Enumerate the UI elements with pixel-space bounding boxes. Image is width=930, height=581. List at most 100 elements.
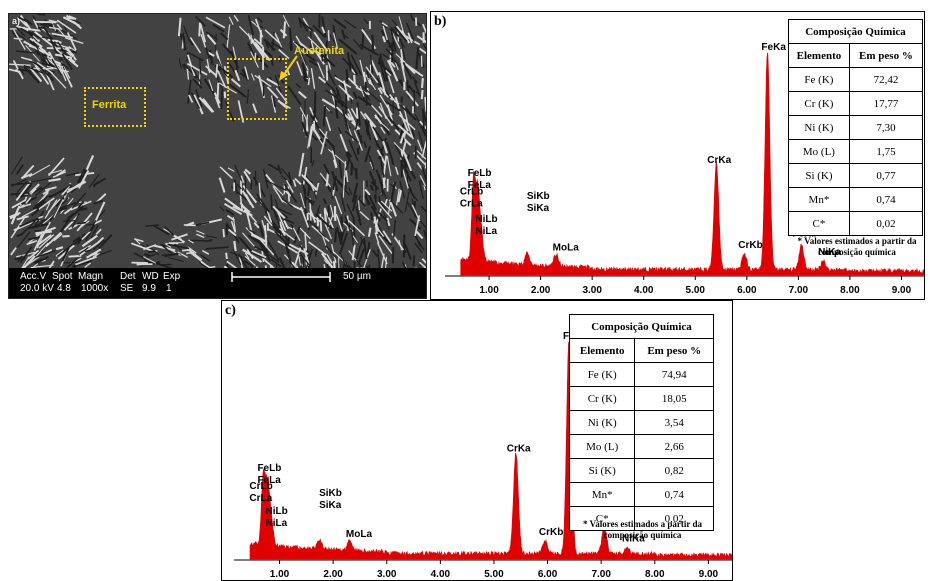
x-tick-label: 2.00 — [531, 285, 551, 296]
info-magn-header: Magn — [78, 271, 104, 282]
info-wd-header: WD — [142, 271, 159, 282]
info-spot-value: 4.8 — [57, 283, 71, 294]
peak-label: NiLb — [265, 506, 287, 517]
peak-label: FeLa — [257, 475, 281, 486]
peak-label: CrKb — [539, 527, 563, 538]
peak-label: NiLb — [475, 214, 497, 225]
table-c-element: Mn* — [568, 482, 636, 507]
austenite-region-box — [227, 58, 287, 120]
table-b-weight: 17,77 — [848, 91, 924, 116]
table-c-weight: 74,94 — [634, 362, 714, 387]
info-wd-value: 9.9 — [142, 283, 156, 294]
table-b-note: * Valores estimados a partir da composiç… — [789, 236, 925, 258]
x-tick-label: 5.00 — [484, 569, 504, 580]
table-c-element: Si (K) — [568, 458, 636, 483]
x-tick-label: 7.00 — [591, 569, 611, 580]
panel-a-letter: a) — [12, 16, 21, 26]
info-exp-header: Exp — [163, 271, 181, 282]
table-c-element: Cr (K) — [568, 386, 636, 411]
panel-c-letter: c) — [225, 303, 236, 318]
table-c-title: Composição Química — [569, 314, 714, 339]
peak-label: CrLb — [249, 481, 272, 492]
table-c-weight: 3,54 — [634, 410, 714, 435]
spectrum-area — [460, 52, 924, 276]
x-tick-label: 3.00 — [582, 285, 602, 296]
x-tick-label: 6.00 — [538, 569, 558, 580]
table-b-col-element: Elemento — [788, 43, 850, 68]
table-c-element: Ni (K) — [568, 410, 636, 435]
table-b-weight: 0,77 — [848, 163, 924, 188]
x-tick-label: 2.00 — [323, 569, 343, 580]
micrograph-texture — [9, 14, 426, 298]
sem-info-bar: Acc.V Spot Magn Det WD Exp 20.0 kV 4.8 1… — [9, 268, 426, 298]
table-b-title: Composição Química — [788, 19, 923, 44]
peak-label: CrKb — [738, 240, 762, 251]
x-tick-label: 4.00 — [431, 569, 451, 580]
info-exp-value: 1 — [166, 283, 172, 294]
table-b-note-line1: * Valores estimados a partir da — [797, 236, 917, 246]
composition-table-c: Composição Química Elemento Em peso % Fe … — [568, 314, 714, 531]
table-c-weight: 0,82 — [634, 458, 714, 483]
spectrum-area — [249, 341, 732, 560]
peak-label: FeLb — [257, 463, 281, 474]
table-b-element: Mo (L) — [788, 139, 850, 164]
peak-label: NiKa — [818, 247, 841, 258]
scale-bar-label: 50 µm — [343, 271, 371, 282]
x-tick-label: 1.00 — [270, 569, 290, 580]
peak-label: FeLb — [468, 168, 492, 179]
composition-table-b: Composição Química Elemento Em peso % Fe … — [788, 19, 924, 236]
panel-b-letter: b) — [434, 14, 447, 29]
table-c-note: * Valores estimados a partir da composiç… — [570, 519, 715, 541]
table-b-element: Mn* — [788, 187, 850, 212]
peak-label: NiLa — [475, 226, 497, 237]
table-b-element: Ni (K) — [788, 115, 850, 140]
peak-label: SiKa — [527, 203, 550, 214]
info-accv-value: 20.0 kV — [20, 283, 54, 294]
panel-b-frame: b) 1.00 2.00 3.00 4.00 5.00 6.00 7.00 8.00 9.00 F… — [430, 11, 925, 300]
panel-c-frame: c) 1.00 2.00 3.00 4.00 5.00 6.00 7.00 8.00 9.00 F… — [221, 300, 733, 581]
table-b-note-line2: composição química — [818, 247, 896, 257]
peak-label: SiKb — [527, 191, 550, 202]
table-c-weight: 0,02 — [634, 506, 714, 531]
x-tick-label: 4.00 — [634, 285, 654, 296]
lamellar-structure — [9, 14, 426, 293]
peak-label: CrLa — [460, 199, 483, 210]
ferrite-region-box — [84, 87, 146, 127]
austenite-arrow — [279, 55, 298, 81]
scale-bar — [231, 272, 331, 282]
table-b-weight: 0,74 — [848, 187, 924, 212]
table-c-weight: 18,05 — [634, 386, 714, 411]
table-b-element: C* — [788, 211, 850, 236]
peak-label: FeKa — [761, 42, 786, 53]
x-tick-label: 8.00 — [840, 285, 860, 296]
table-c-weight: 2,66 — [634, 434, 714, 459]
sem-micrograph: a) Ferrita Austenita Acc.V Spot Magn Det… — [8, 13, 427, 299]
table-c-note-line1: * Valores estimados a partir da — [583, 519, 702, 529]
info-det-value: SE — [120, 283, 134, 294]
table-b-col-weight: Em peso % — [848, 43, 924, 68]
info-magn-value: 1000x — [81, 283, 109, 294]
x-tick-label: 8.00 — [645, 569, 665, 580]
table-b-element: Fe (K) — [788, 67, 850, 92]
peak-label: CrLb — [460, 187, 483, 198]
peak-label: MoLa — [346, 529, 373, 540]
table-c-col-element: Elemento — [568, 338, 636, 363]
x-tick-label: 6.00 — [737, 285, 757, 296]
ferrite-label: Ferrita — [92, 99, 127, 111]
peak-label: SiKb — [319, 488, 342, 499]
peak-label: CrLa — [249, 493, 272, 504]
table-c-weight: 0,74 — [634, 482, 714, 507]
info-accv-header: Acc.V — [20, 271, 47, 282]
x-tick-label: 9.00 — [892, 285, 912, 296]
info-det-header: Det — [120, 271, 136, 282]
table-b-element: Si (K) — [788, 163, 850, 188]
table-c-note-line2: composição química — [603, 530, 682, 540]
table-b-element: Cr (K) — [788, 91, 850, 116]
x-tick-label: 5.00 — [686, 285, 706, 296]
x-tick-label: 1.00 — [479, 285, 499, 296]
peak-label: CrKa — [507, 444, 531, 455]
peak-label: NiKa — [622, 534, 645, 545]
x-tick-label: 3.00 — [377, 569, 397, 580]
table-c-col-weight: Em peso % — [634, 338, 714, 363]
peak-label: MoLa — [553, 242, 580, 253]
